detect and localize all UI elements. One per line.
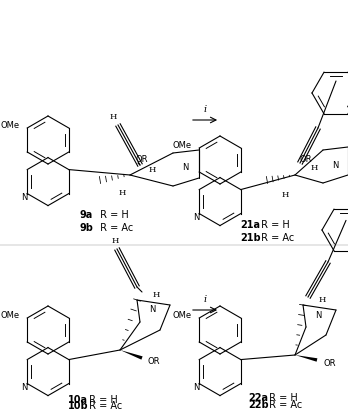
Text: OR: OR	[148, 357, 160, 366]
Text: 22a: 22a	[248, 393, 268, 403]
Text: 10b: 10b	[68, 401, 89, 409]
Text: R = Ac: R = Ac	[97, 223, 133, 233]
Text: H: H	[109, 113, 117, 121]
Text: OMe: OMe	[0, 121, 19, 130]
Text: N: N	[21, 193, 27, 202]
Text: R = H: R = H	[258, 220, 290, 230]
Text: N: N	[149, 306, 155, 315]
Text: N: N	[193, 383, 199, 392]
Text: i: i	[204, 295, 207, 304]
Text: R = Ac: R = Ac	[86, 401, 122, 409]
Text: N: N	[332, 160, 338, 169]
Text: 9b: 9b	[80, 223, 94, 233]
Text: R = H: R = H	[97, 210, 129, 220]
Text: R = Ac: R = Ac	[266, 400, 302, 409]
Text: R = H: R = H	[266, 393, 298, 403]
Text: OMe: OMe	[172, 311, 191, 320]
Text: H: H	[111, 237, 119, 245]
Text: 21a: 21a	[240, 220, 260, 230]
Text: H: H	[152, 291, 160, 299]
Polygon shape	[120, 350, 143, 360]
Text: N: N	[315, 310, 321, 319]
Polygon shape	[295, 355, 317, 362]
Text: 9a: 9a	[80, 210, 93, 220]
Text: i: i	[204, 106, 207, 115]
Text: OR: OR	[300, 155, 313, 164]
Text: H: H	[310, 164, 318, 172]
Text: H: H	[281, 191, 289, 199]
Text: 22b: 22b	[248, 400, 269, 409]
Text: R = Ac: R = Ac	[258, 233, 294, 243]
Text: N: N	[21, 383, 27, 392]
Text: OR: OR	[323, 359, 335, 368]
Text: 21b: 21b	[240, 233, 261, 243]
Text: N: N	[182, 164, 188, 173]
Text: N: N	[193, 213, 199, 222]
Text: OMe: OMe	[172, 141, 191, 150]
Text: H: H	[148, 166, 156, 174]
Text: H: H	[318, 296, 326, 304]
Text: 10a: 10a	[68, 395, 88, 405]
Text: OR: OR	[135, 155, 148, 164]
Text: OMe: OMe	[0, 311, 19, 320]
Text: H: H	[118, 189, 126, 197]
Text: R = H: R = H	[86, 395, 118, 405]
